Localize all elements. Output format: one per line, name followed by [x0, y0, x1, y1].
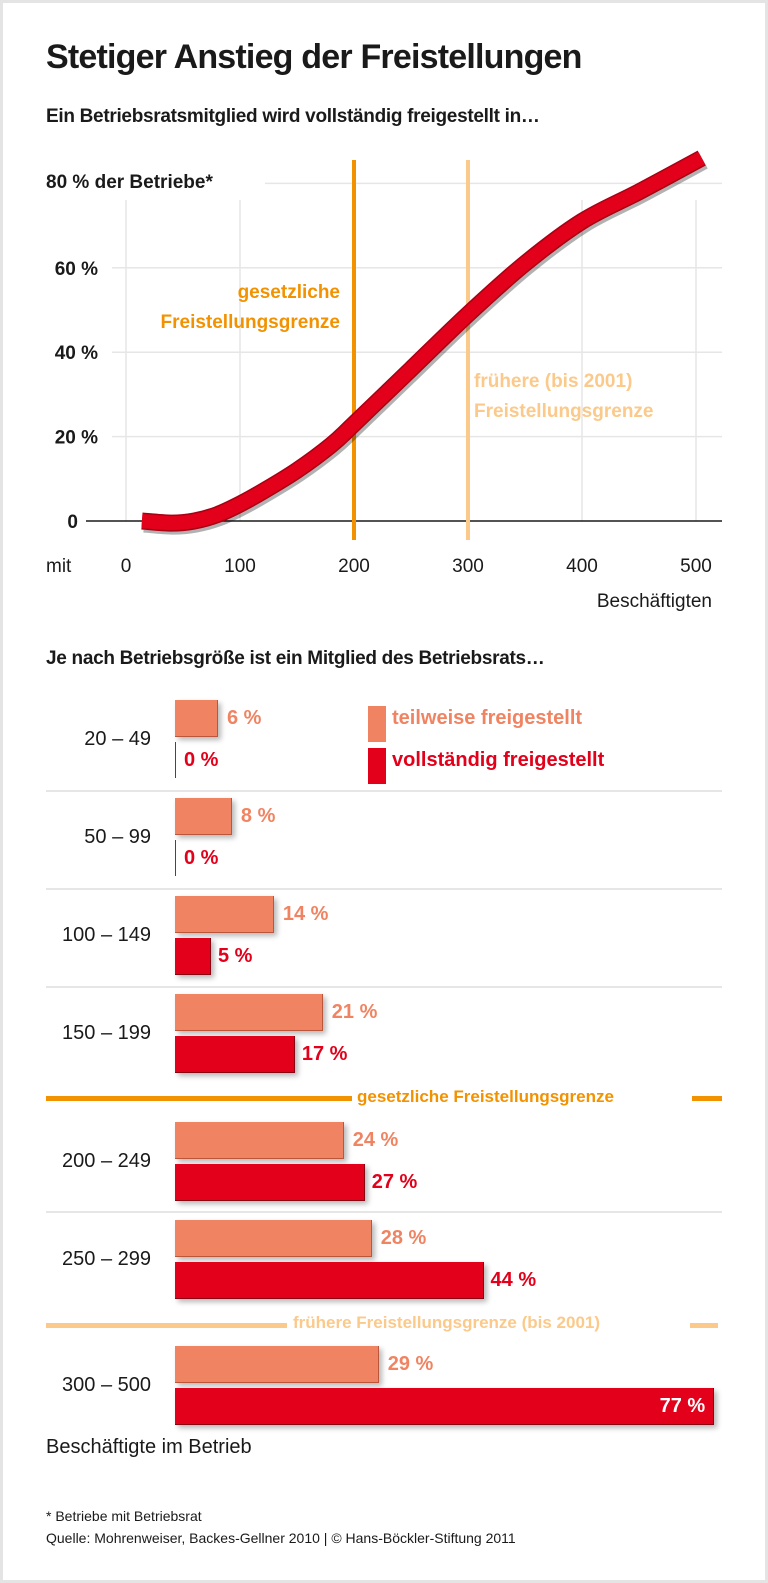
source: Quelle: Mohrenweiser, Backes-Gellner 201… — [46, 1530, 516, 1546]
y-axis-label: 80 % der Betriebe* — [46, 172, 213, 193]
line-chart: 80 % der Betriebe* 0 20 % 40 % 60 % mit 0 100 20… — [46, 150, 722, 612]
x-tick-label: 0 — [121, 556, 132, 577]
y-tick-label: 40 % — [55, 343, 98, 364]
reference-label-frueher: frühere (bis 2001) — [474, 371, 632, 392]
bar-vollstaendig — [175, 840, 176, 876]
legend-label-teilweise: teilweise freigestellt — [392, 707, 583, 729]
line-chart-title: Ein Betriebsratsmitglied wird vollständi… — [46, 106, 540, 127]
value-label-teilweise: 14 % — [282, 903, 329, 925]
bar-teilweise — [175, 994, 323, 1031]
row-separator — [46, 790, 722, 792]
page-title: Stetiger Anstieg der Freistellungen — [46, 38, 582, 76]
x-axis-label: Beschäftigten — [597, 591, 712, 612]
reference-label-frueher: Freistellungsgrenze — [474, 401, 654, 422]
legend-swatch-vollstaendig — [368, 748, 386, 784]
bar-teilweise — [175, 896, 274, 933]
bar-teilweise — [175, 1220, 372, 1257]
bar-chart-title: Je nach Betriebsgröße ist ein Mitglied d… — [46, 648, 545, 669]
value-label-vollstaendig: 27 % — [371, 1171, 418, 1193]
bar-teilweise — [175, 700, 218, 737]
reference-label-gesetzlich: Freistellungsgrenze — [161, 312, 341, 333]
value-label-vollstaendig: 17 % — [301, 1043, 348, 1065]
limit-dash-frueher — [690, 1323, 718, 1328]
category-label: 100 – 149 — [62, 924, 151, 946]
y-tick-label: 20 % — [55, 428, 98, 449]
value-label-teilweise: 24 % — [352, 1129, 399, 1151]
y-tick-label: 0 — [67, 512, 78, 533]
y-tick-label: 60 % — [55, 259, 98, 280]
x-axis-prefix: mit — [46, 556, 72, 577]
category-label: 250 – 299 — [62, 1248, 151, 1270]
value-label-vollstaendig: 77 % — [659, 1395, 706, 1417]
x-tick-label: 200 — [338, 556, 370, 577]
limit-line-frueher — [46, 1323, 287, 1328]
row-separator — [46, 986, 722, 988]
value-label-teilweise: 8 % — [240, 805, 276, 827]
footnote: * Betriebe mit Betriebsrat — [46, 1508, 202, 1524]
bar-teilweise — [175, 1346, 379, 1383]
x-tick-label: 400 — [566, 556, 598, 577]
category-label: 20 – 49 — [84, 728, 151, 750]
category-label: 200 – 249 — [62, 1150, 151, 1172]
bar-vollstaendig — [175, 1036, 295, 1073]
value-label-teilweise: 28 % — [380, 1227, 427, 1249]
limit-line-gesetzlich — [46, 1096, 352, 1101]
category-label: 50 – 99 — [84, 826, 151, 848]
x-tick-label: 500 — [680, 556, 712, 577]
bar-vollstaendig — [175, 1164, 365, 1201]
value-label-vollstaendig: 44 % — [490, 1269, 537, 1291]
x-tick-label: 300 — [452, 556, 484, 577]
limit-dash-gesetzlich — [692, 1096, 722, 1101]
value-label-teilweise: 6 % — [226, 707, 262, 729]
reference-label-gesetzlich: gesetzliche — [238, 282, 340, 303]
bar-vollstaendig — [175, 1262, 484, 1299]
legend-label-vollstaendig: vollständig freigestellt — [392, 749, 605, 771]
bar-vollstaendig — [175, 1388, 715, 1425]
value-label-teilweise: 29 % — [387, 1353, 434, 1375]
category-label: 150 – 199 — [62, 1022, 151, 1044]
limit-label-frueher: frühere Freistellungsgrenze (bis 2001) — [293, 1313, 601, 1332]
curve-line — [141, 151, 706, 531]
limit-label-gesetzlich: gesetzliche Freistellungsgrenze — [357, 1087, 614, 1106]
x-tick-label: 100 — [224, 556, 256, 577]
value-label-teilweise: 21 % — [331, 1001, 378, 1023]
legend-swatch-teilweise — [368, 706, 386, 742]
bar-vollstaendig — [175, 742, 176, 778]
category-label: 300 – 500 — [62, 1374, 151, 1396]
value-label-vollstaendig: 0 % — [184, 847, 219, 869]
bar-vollstaendig — [175, 938, 211, 975]
bar-teilweise — [175, 798, 232, 835]
row-separator — [46, 888, 722, 890]
bar-teilweise — [175, 1122, 344, 1159]
row-separator — [46, 1211, 722, 1213]
bar-chart-xlabel: Beschäftigte im Betrieb — [46, 1436, 252, 1458]
curve-shadow — [143, 153, 708, 535]
value-label-vollstaendig: 5 % — [217, 945, 253, 967]
value-label-vollstaendig: 0 % — [184, 749, 219, 771]
